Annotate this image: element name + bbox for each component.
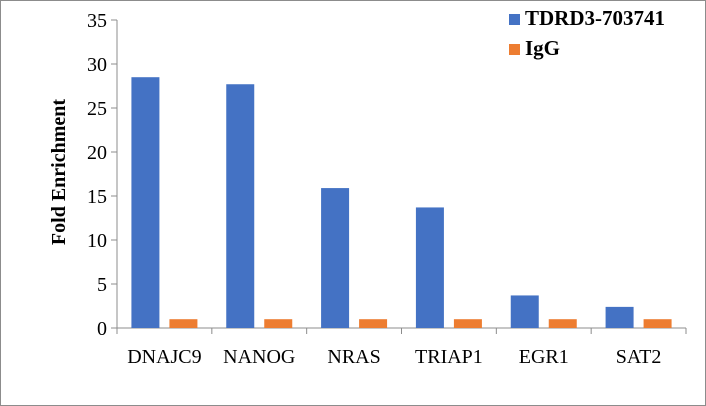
bar-tdrd3 xyxy=(226,84,255,329)
y-tick-label: 20 xyxy=(87,142,107,164)
bar-tdrd3 xyxy=(510,295,539,328)
bar-igg xyxy=(359,319,388,328)
x-category-label: DNAJC9 xyxy=(127,346,201,368)
y-tick-label: 30 xyxy=(87,54,107,76)
bar-igg xyxy=(643,319,672,328)
bar-tdrd3 xyxy=(321,188,350,328)
y-tick-label: 0 xyxy=(97,318,107,340)
x-category-label: NANOG xyxy=(223,346,295,368)
y-tick-label: 25 xyxy=(87,98,107,120)
x-category-label: EGR1 xyxy=(519,346,569,368)
y-axis-title: Fold Enrichment xyxy=(48,99,70,245)
legend-label: TDRD3-703741 xyxy=(525,6,665,30)
y-tick-label: 5 xyxy=(97,274,107,296)
y-tick-label: 10 xyxy=(87,230,107,252)
x-category-label: TRIAP1 xyxy=(415,346,483,368)
y-tick-label: 15 xyxy=(87,186,107,208)
bar-igg xyxy=(169,319,198,328)
legend-swatch xyxy=(509,14,520,25)
legend-label: IgG xyxy=(525,36,560,60)
bar-igg xyxy=(264,319,293,328)
x-category-label: NRAS xyxy=(327,346,380,368)
bar-igg xyxy=(548,319,577,328)
bar-tdrd3 xyxy=(415,207,444,328)
legend-swatch xyxy=(509,44,520,55)
bar-igg xyxy=(453,319,482,328)
bar-tdrd3 xyxy=(131,77,160,328)
y-tick-label: 35 xyxy=(87,10,107,32)
bar-tdrd3 xyxy=(605,306,634,328)
x-category-label: SAT2 xyxy=(616,346,662,368)
